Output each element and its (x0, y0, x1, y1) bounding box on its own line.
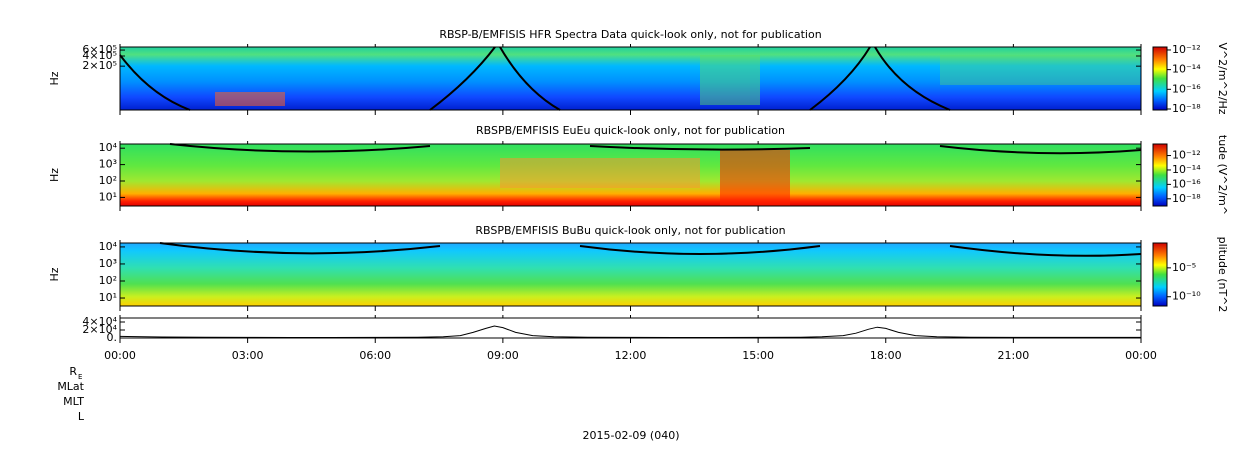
data-line (119, 325, 1142, 338)
colorbar-label: V^2/m^2/Hz (1216, 42, 1229, 114)
y-tick-label: 10⁴ (99, 240, 118, 253)
y-axis-label: Hz (48, 267, 61, 281)
y-tick-label: 10³ (99, 158, 117, 171)
x-tick-label: 12:00 (615, 349, 647, 362)
row-label: MLT (63, 395, 84, 408)
spectrogram-patch (500, 158, 700, 188)
colorbar-tick-label: 10⁻¹² (1172, 149, 1201, 162)
panel-frame (119, 242, 1142, 307)
colorbar-tick-label: 10⁻¹⁸ (1172, 102, 1201, 115)
colorbar (1152, 242, 1168, 307)
spectrogram-image (120, 47, 1141, 110)
y-tick-label: 2×10⁴ (82, 323, 117, 336)
plasma-curve (159, 242, 1142, 257)
colorbar-tick-label: 10⁻⁵ (1172, 261, 1196, 274)
panel-title: RBSPB/EMFISIS EuEu quick-look only, not … (476, 124, 785, 137)
x-tick-label: 00:00 (104, 349, 136, 362)
colorbar-tick-label: 10⁻¹² (1172, 43, 1201, 56)
y-axis-label: Hz (48, 71, 61, 85)
panel-frame (119, 317, 1142, 339)
x-tick-label: 00:00 (1125, 349, 1157, 362)
y-tick-label: 10³ (99, 257, 117, 270)
y-tick-label: 10² (99, 174, 117, 187)
y-tick-label: 10⁴ (99, 141, 118, 154)
y-tick-label: 6×10⁵ (82, 43, 117, 56)
spectrogram-patch (700, 55, 760, 105)
colorbar-tick-label: 10⁻¹⁸ (1172, 192, 1201, 205)
colorbar-label: tude (V^2/m^ (1216, 135, 1229, 215)
colorbar-tick-label: 10⁻¹⁶ (1172, 82, 1201, 95)
y-tick-label: 10¹ (99, 190, 117, 203)
colorbar-tick-label: 10⁻¹⁶ (1172, 177, 1201, 190)
row-label-subscript: E (78, 373, 82, 381)
row-label: MLat (57, 380, 84, 393)
x-tick-label: 09:00 (487, 349, 519, 362)
row-label: R (69, 365, 77, 378)
plasma-curve (119, 46, 951, 111)
x-tick-label: 03:00 (232, 349, 264, 362)
panel-frame (119, 143, 1142, 207)
panel-frame (119, 46, 1142, 111)
colorbar (1152, 46, 1168, 111)
y-tick-label: 10¹ (99, 291, 117, 304)
x-tick-label: 06:00 (359, 349, 391, 362)
panel-title: RBSPB/EMFISIS BuBu quick-look only, not … (475, 224, 785, 237)
colorbar-tick-label: 10⁻¹⁰ (1172, 290, 1201, 303)
colorbar-label: plitude (nT^2 (1216, 237, 1229, 313)
y-tick-label: 2×10⁵ (82, 59, 117, 72)
row-label: L (78, 410, 85, 423)
spectrogram-patch (215, 92, 285, 106)
y-tick-label: 4×10⁴ (82, 315, 117, 328)
x-tick-label: 18:00 (870, 349, 902, 362)
y-tick-label: 10² (99, 274, 117, 287)
y-tick-label: 4×10⁵ (82, 49, 117, 62)
panel-title: RBSP-B/EMFISIS HFR Spectra Data quick-lo… (439, 28, 821, 41)
colorbar-tick-label: 10⁻¹⁴ (1172, 163, 1201, 176)
y-tick-label: 0. (107, 331, 118, 344)
date-label: 2015-02-09 (040) (582, 429, 679, 442)
colorbar-tick-label: 10⁻¹⁴ (1172, 63, 1201, 76)
x-tick-label: 15:00 (742, 349, 774, 362)
colorbar (1152, 143, 1168, 207)
spectrogram-patch (940, 55, 1140, 85)
spectrogram-decor (119, 46, 1142, 306)
y-axis-label: Hz (48, 168, 61, 182)
plasma-curve (169, 143, 1142, 155)
x-tick-label: 21:00 (998, 349, 1030, 362)
spectrogram-patch (720, 150, 790, 206)
